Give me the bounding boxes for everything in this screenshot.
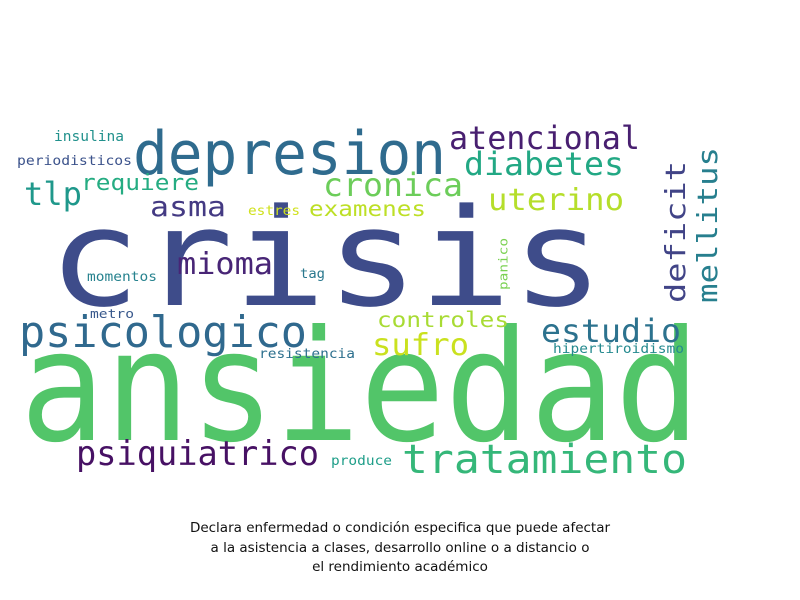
word-psiquiatrico: psiquiatrico xyxy=(76,434,319,474)
word-momentos: momentos xyxy=(87,270,157,285)
word-tlp: tlp xyxy=(24,175,82,213)
word-ansiedad: ansiedad xyxy=(20,298,700,477)
caption-line-2: a la asistencia a clases, desarrollo onl… xyxy=(210,539,590,556)
word-sufro: sufro xyxy=(372,328,469,363)
word-mellitus: mellitus xyxy=(691,147,724,303)
word-requiere: requiere xyxy=(81,171,199,196)
word-estres: estres xyxy=(248,204,300,219)
word-controles: controles xyxy=(377,308,509,332)
word-insulina: insulina xyxy=(54,129,124,145)
word-hipertiroidismo: hipertiroidismo xyxy=(553,342,684,357)
word-tratamiento: tratamiento xyxy=(402,437,687,483)
word-resistencia: resistencia xyxy=(259,347,355,362)
word-psicologico: psicologico xyxy=(19,307,307,358)
caption-line-3: el rendimiento académico xyxy=(312,559,488,575)
word-crisis: crisis xyxy=(48,180,604,337)
word-panico: panico xyxy=(496,238,510,290)
figure-caption: Declara enfermedad o condición especific… xyxy=(0,519,800,578)
word-depresion: depresion xyxy=(133,119,446,189)
word-metro: metro xyxy=(90,307,134,321)
caption-line-1: Declara enfermedad o condición especific… xyxy=(189,520,611,536)
word-asma: asma xyxy=(150,190,226,223)
word-examenes: examenes xyxy=(309,197,426,221)
word-cronica: cronica xyxy=(323,166,463,204)
word-produce: produce xyxy=(331,454,392,469)
word-estudio: estudio xyxy=(541,312,681,350)
word-uterino: uterino xyxy=(488,183,624,218)
word-diabetes: diabetes xyxy=(464,145,624,183)
word-periodisticos: periodisticos xyxy=(17,154,132,169)
word-atencional: atencional xyxy=(449,119,640,157)
word-tag: tag xyxy=(300,267,325,282)
word-mioma: mioma xyxy=(177,247,273,282)
word-deficit: deficit xyxy=(659,161,692,303)
